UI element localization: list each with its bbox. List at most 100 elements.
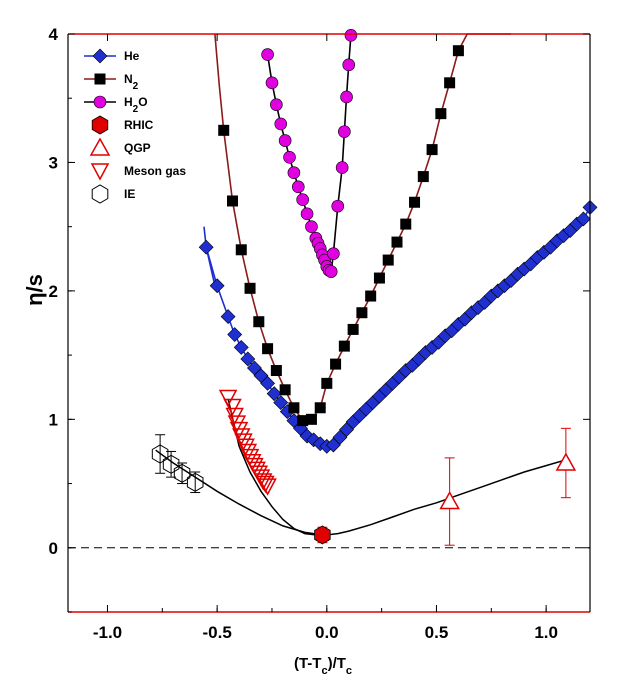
ie-error-bar <box>177 462 188 485</box>
legend-entry: RHIC <box>91 115 154 135</box>
ie-error-bar <box>190 471 201 494</box>
y-axis-title: η/s <box>22 274 47 306</box>
he-data-point <box>266 386 282 402</box>
he-data-point <box>233 339 249 355</box>
n-data-point <box>305 413 317 425</box>
ie-data-point <box>186 472 204 492</box>
ie-data-point <box>151 444 169 464</box>
n-data-point <box>297 415 309 427</box>
he-data-point <box>260 375 276 391</box>
h-data-point <box>300 207 314 221</box>
h-data-point <box>265 76 279 90</box>
n-data-point <box>338 340 350 352</box>
h-data-point <box>344 28 358 42</box>
n-series-line <box>222 33 511 422</box>
legend-marker <box>94 73 106 85</box>
n-data-point <box>235 244 247 256</box>
y-tick-label: 1 <box>49 410 58 429</box>
meson-gas-data-point <box>229 421 249 440</box>
h-data-point <box>283 151 296 164</box>
ie-data-point <box>162 454 180 474</box>
legend-marker <box>93 95 107 109</box>
n-data-point <box>262 343 274 355</box>
ie-error-bar <box>155 434 166 474</box>
n-data-point <box>365 290 377 302</box>
ie-data-point <box>173 463 191 483</box>
x-tick-label: 1.0 <box>534 623 558 642</box>
eta-s-fit-curve-left <box>155 449 323 536</box>
n-data-point <box>452 45 464 57</box>
x-tick-label: -1.0 <box>93 623 122 642</box>
y-tick-label: 4 <box>49 25 59 44</box>
meson-gas-data-point <box>227 415 247 433</box>
h-data-point <box>338 125 351 138</box>
n-data-point <box>347 323 359 335</box>
legend-label: QGP <box>124 141 151 155</box>
h-data-point <box>291 180 305 194</box>
legend-label: RHIC <box>124 118 154 132</box>
legend-label: He <box>124 49 140 63</box>
he-data-point <box>198 239 214 255</box>
meson-gas-data-point <box>258 478 277 496</box>
legend-marker <box>90 163 110 181</box>
n-data-point <box>321 377 333 389</box>
h-data-point <box>324 265 338 278</box>
y-tick-label: 3 <box>49 153 58 172</box>
h-data-point <box>274 117 288 131</box>
legend-entry: QGP <box>89 137 151 156</box>
n-data-point <box>330 358 342 370</box>
legend-entry: He <box>84 48 140 64</box>
x-tick-label: 0.0 <box>315 623 339 642</box>
h-data-point <box>340 90 353 104</box>
legend-marker <box>91 115 109 135</box>
h-data-point <box>305 220 318 233</box>
he-data-point <box>240 351 256 367</box>
he-data-point <box>227 327 243 342</box>
n-data-point <box>226 195 238 207</box>
he-data-point <box>273 395 289 411</box>
h-data-point <box>296 193 309 206</box>
he-data-point <box>575 211 591 227</box>
legend-label: IE <box>124 187 135 201</box>
legend-marker <box>89 137 111 156</box>
y-tick-label: 2 <box>49 282 58 301</box>
n-data-point <box>391 236 403 248</box>
n-data-point <box>279 384 291 396</box>
h-data-point <box>278 134 292 147</box>
legend-marker <box>91 184 109 204</box>
legend-label: Meson gas <box>124 164 186 178</box>
n-data-point <box>444 77 456 89</box>
h-data-point <box>327 247 340 260</box>
n-data-point <box>409 196 421 208</box>
n-data-point <box>314 402 326 414</box>
n-data-point <box>288 402 300 414</box>
n-data-point <box>244 282 256 294</box>
h-data-point <box>270 98 283 111</box>
meson-gas-data-point <box>218 389 238 408</box>
x-tick-label: -0.5 <box>202 623 231 642</box>
n-data-point <box>253 316 265 328</box>
plot-area <box>68 34 590 612</box>
n-data-point <box>426 144 438 156</box>
n-data-point <box>373 272 385 284</box>
n-data-point <box>382 254 394 266</box>
qgp-data-point <box>555 452 577 471</box>
series-layer <box>151 28 598 546</box>
eta-s-fit-curve <box>227 398 569 536</box>
meson-gas-data-point <box>223 398 242 417</box>
h-data-point <box>342 58 356 72</box>
x-axis-title: (T-Tc)/Tc <box>294 655 352 677</box>
he-data-point <box>209 278 225 294</box>
he-data-point <box>220 309 236 325</box>
x-tick-label: 0.5 <box>425 623 449 642</box>
n-data-point <box>356 307 368 319</box>
n-data-point <box>218 124 230 136</box>
n-data-point <box>270 365 282 377</box>
n2-left-wing <box>214 33 225 131</box>
h-data-point <box>335 161 349 174</box>
legend-entry: Meson gas <box>90 163 186 181</box>
n-data-point <box>435 108 447 120</box>
h-data-point <box>287 166 301 180</box>
n-data-point <box>417 171 429 183</box>
